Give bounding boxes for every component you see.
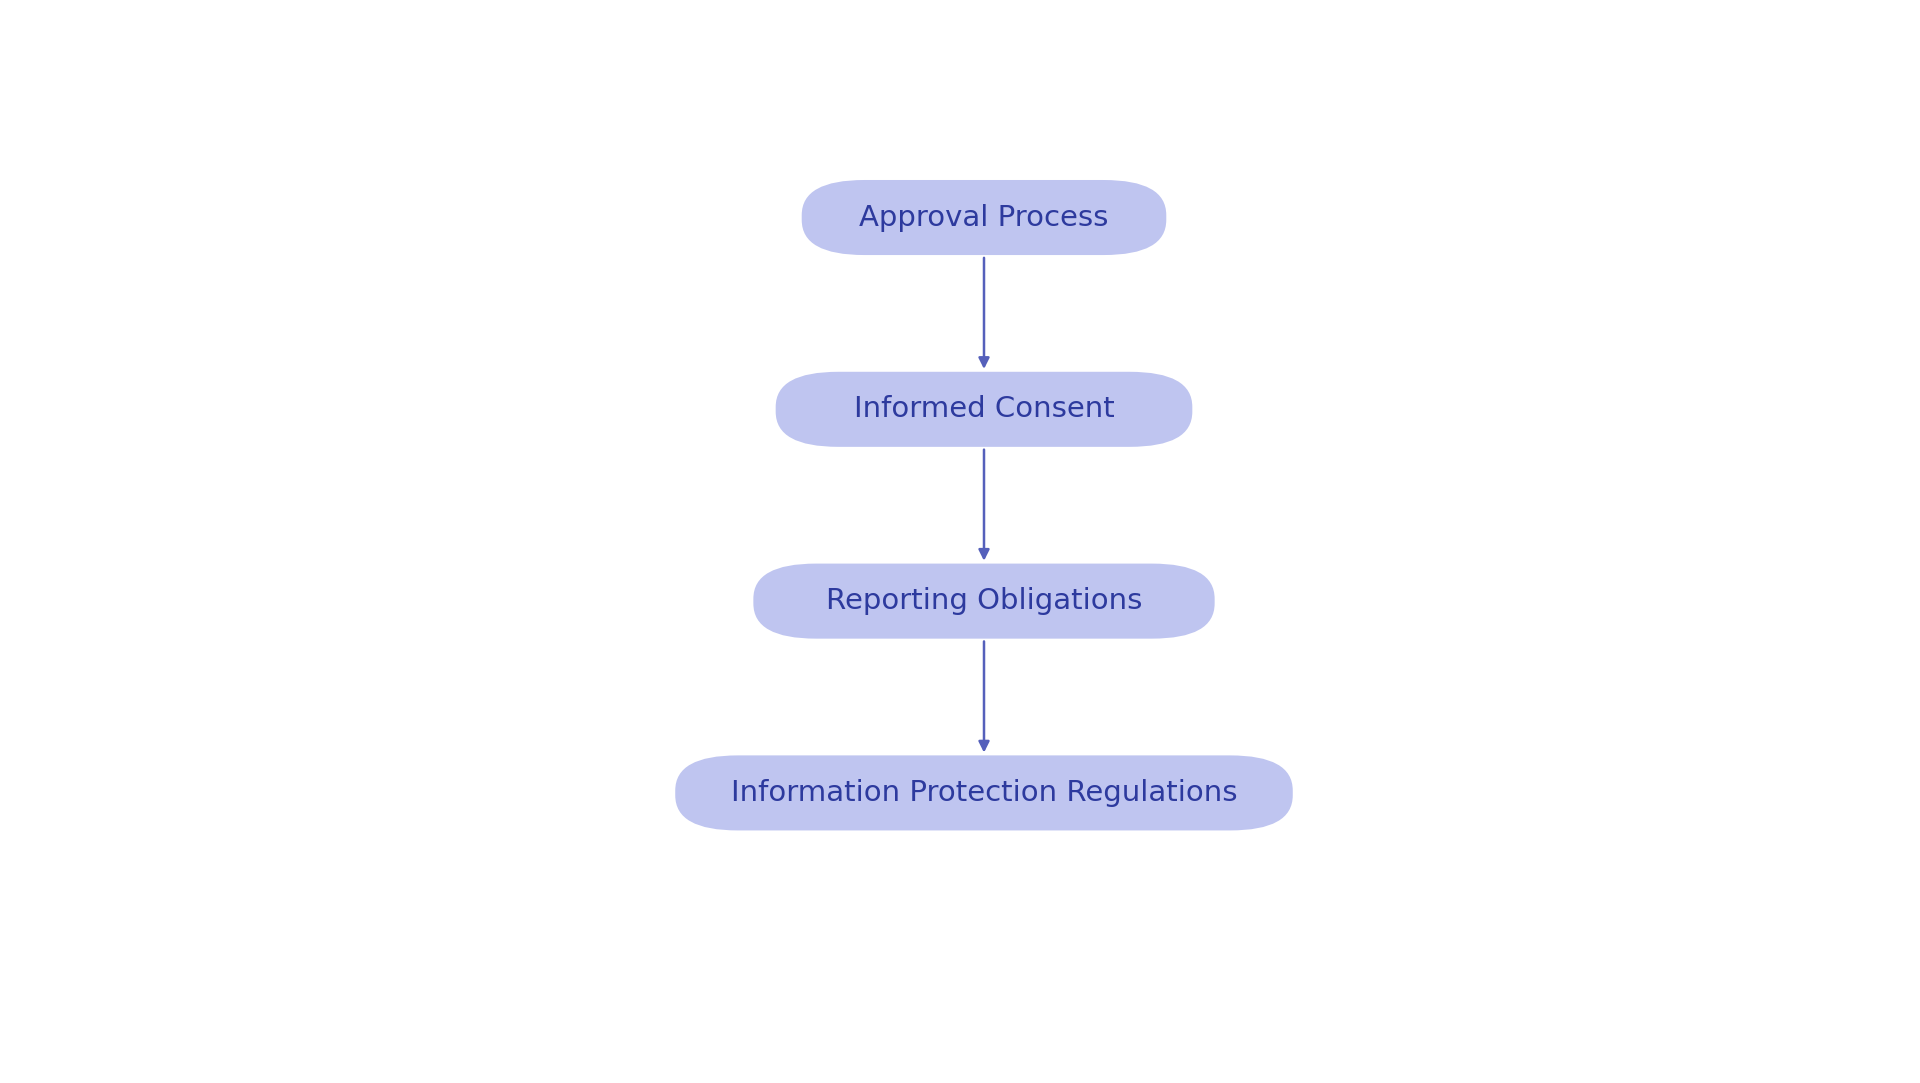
- Text: Approval Process: Approval Process: [860, 204, 1108, 232]
- Text: Information Protection Regulations: Information Protection Regulations: [732, 779, 1236, 807]
- Text: Reporting Obligations: Reporting Obligations: [826, 587, 1142, 615]
- FancyBboxPatch shape: [803, 180, 1165, 256]
- FancyBboxPatch shape: [676, 756, 1292, 831]
- FancyBboxPatch shape: [776, 371, 1192, 447]
- Text: Informed Consent: Informed Consent: [854, 395, 1114, 423]
- FancyBboxPatch shape: [753, 563, 1215, 639]
